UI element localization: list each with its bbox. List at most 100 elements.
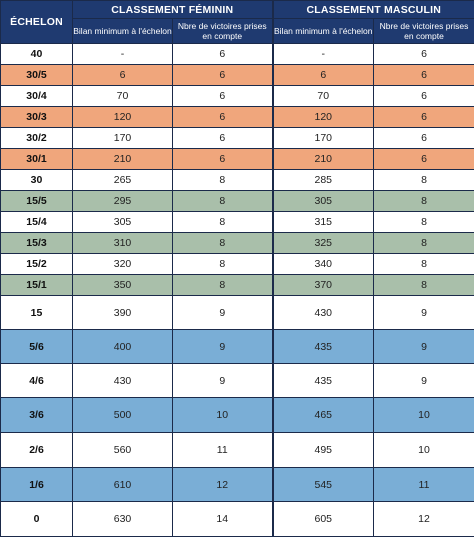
masculin-bilan-header: Bilan minimum à l'échelon: [273, 19, 374, 44]
feminin-bilan-cell: 265: [73, 170, 173, 191]
masculin-victoires-cell: 8: [374, 254, 474, 275]
table-header: ÉCHELON CLASSEMENT FÉMININ CLASSEMENT MA…: [1, 1, 474, 44]
feminin-bilan-cell: 390: [73, 296, 173, 330]
table-row: 40-6-6: [1, 44, 474, 65]
echelon-header: ÉCHELON: [1, 1, 73, 44]
echelon-cell: 3/6: [1, 398, 73, 433]
feminin-bilan-cell: 400: [73, 330, 173, 364]
echelon-cell: 40: [1, 44, 73, 65]
echelon-cell: 15/3: [1, 233, 73, 254]
masculin-victoires-header: Nbre de victoires prises en compte: [374, 19, 474, 44]
masculin-victoires-cell: 6: [374, 65, 474, 86]
feminin-victoires-cell: 8: [173, 170, 273, 191]
feminin-bilan-cell: 320: [73, 254, 173, 275]
feminin-victoires-cell: 6: [173, 149, 273, 170]
masculin-victoires-cell: 10: [374, 398, 474, 433]
masculin-victoires-cell: 8: [374, 275, 474, 296]
echelon-cell: 30: [1, 170, 73, 191]
echelon-cell: 15/2: [1, 254, 73, 275]
masculin-victoires-cell: 11: [374, 468, 474, 502]
feminin-victoires-header: Nbre de victoires prises en compte: [173, 19, 273, 44]
echelon-cell: 30/5: [1, 65, 73, 86]
masculin-bilan-cell: 70: [273, 86, 374, 107]
masculin-bilan-cell: 315: [273, 212, 374, 233]
feminin-victoires-cell: 14: [173, 502, 273, 537]
feminin-bilan-cell: 6: [73, 65, 173, 86]
feminin-victoires-cell: 9: [173, 364, 273, 398]
echelon-cell: 30/4: [1, 86, 73, 107]
masculin-victoires-cell: 6: [374, 86, 474, 107]
feminin-victoires-cell: 8: [173, 254, 273, 275]
echelon-cell: 2/6: [1, 433, 73, 468]
masculin-victoires-cell: 9: [374, 364, 474, 398]
classement-table-container: ÉCHELON CLASSEMENT FÉMININ CLASSEMENT MA…: [0, 0, 474, 492]
feminin-victoires-cell: 12: [173, 468, 273, 502]
masculin-victoires-cell: 12: [374, 502, 474, 537]
masculin-bilan-cell: 210: [273, 149, 374, 170]
feminin-bilan-header: Bilan minimum à l'échelon: [73, 19, 173, 44]
masculin-bilan-cell: 305: [273, 191, 374, 212]
feminin-victoires-cell: 6: [173, 128, 273, 149]
masculin-bilan-cell: 430: [273, 296, 374, 330]
masculin-victoires-cell: 8: [374, 212, 474, 233]
masculin-victoires-cell: 8: [374, 170, 474, 191]
feminin-victoires-cell: 9: [173, 330, 273, 364]
masculin-victoires-cell: 8: [374, 191, 474, 212]
masculin-bilan-cell: 325: [273, 233, 374, 254]
echelon-cell: 1/6: [1, 468, 73, 502]
feminin-bilan-cell: 500: [73, 398, 173, 433]
feminin-bilan-cell: 560: [73, 433, 173, 468]
masculin-victoires-cell: 9: [374, 330, 474, 364]
masculin-bilan-cell: 370: [273, 275, 374, 296]
echelon-cell: 15: [1, 296, 73, 330]
feminin-bilan-cell: 630: [73, 502, 173, 537]
feminin-bilan-cell: 120: [73, 107, 173, 128]
feminin-bilan-cell: 310: [73, 233, 173, 254]
echelon-cell: 30/1: [1, 149, 73, 170]
masculin-victoires-cell: 6: [374, 44, 474, 65]
masculin-victoires-cell: 6: [374, 149, 474, 170]
masculin-victoires-cell: 8: [374, 233, 474, 254]
masculin-victoires-cell: 6: [374, 107, 474, 128]
feminin-victoires-cell: 9: [173, 296, 273, 330]
masculin-bilan-cell: 340: [273, 254, 374, 275]
feminin-bilan-cell: 210: [73, 149, 173, 170]
echelon-cell: 15/5: [1, 191, 73, 212]
feminin-bilan-cell: 170: [73, 128, 173, 149]
echelon-cell: 15/4: [1, 212, 73, 233]
feminin-victoires-cell: 11: [173, 433, 273, 468]
masculin-bilan-cell: 495: [273, 433, 374, 468]
masculin-bilan-cell: 170: [273, 128, 374, 149]
feminin-victoires-cell: 8: [173, 275, 273, 296]
masculin-bilan-cell: 435: [273, 364, 374, 398]
echelon-cell: 15/1: [1, 275, 73, 296]
feminin-bilan-cell: 70: [73, 86, 173, 107]
feminin-bilan-cell: 610: [73, 468, 173, 502]
masculin-bilan-cell: 605: [273, 502, 374, 537]
feminin-victoires-cell: 6: [173, 86, 273, 107]
feminin-victoires-cell: 8: [173, 233, 273, 254]
masculin-victoires-cell: 9: [374, 296, 474, 330]
feminin-header: CLASSEMENT FÉMININ: [73, 1, 273, 19]
masculin-header: CLASSEMENT MASCULIN: [273, 1, 474, 19]
feminin-bilan-cell: 430: [73, 364, 173, 398]
echelon-cell: 30/2: [1, 128, 73, 149]
feminin-victoires-cell: 6: [173, 44, 273, 65]
feminin-victoires-cell: 8: [173, 191, 273, 212]
